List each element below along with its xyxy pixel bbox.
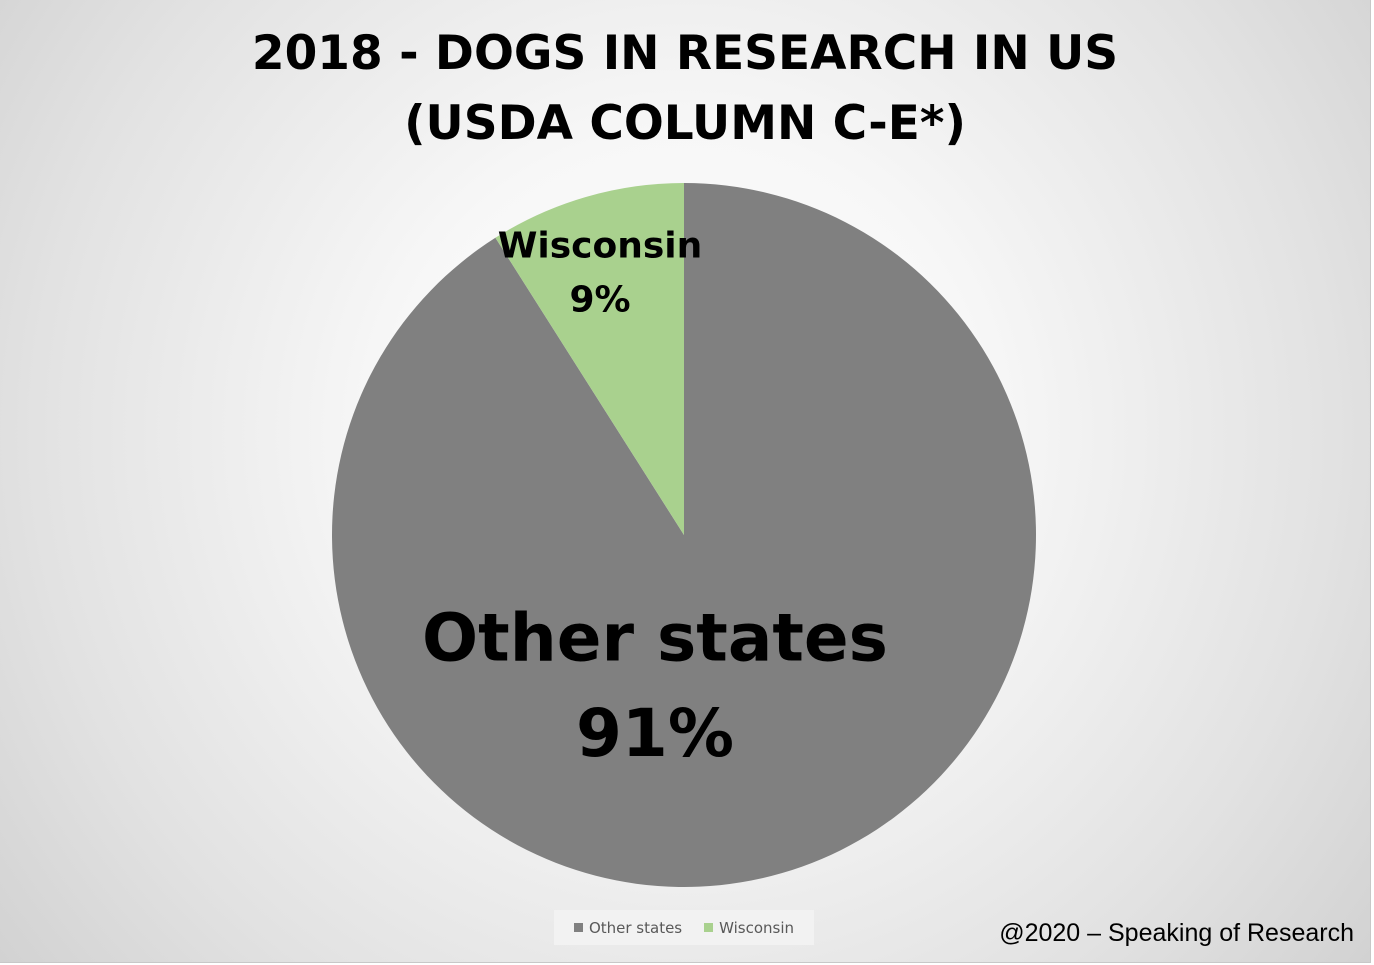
chart-title-line-2: (USDA COLUMN C-E*): [404, 96, 966, 151]
pie-slice-other-states: [331, 183, 1036, 888]
pie-slice-wisconsin: [495, 183, 684, 535]
legend-swatch-other-states: [573, 923, 583, 932]
legend: Other states Wisconsin: [554, 910, 814, 945]
data-label-wisconsin-name: Wisconsin: [498, 226, 703, 267]
data-label-other-states-value: 91%: [576, 695, 734, 772]
chart-title-line-1: 2018 - DOGS IN RESEARCH IN US: [251, 26, 1119, 81]
data-label-other-states-name: Other states: [422, 599, 888, 676]
data-label-wisconsin: Wisconsin 9%: [498, 226, 703, 321]
legend-label-wisconsin: Wisconsin: [719, 918, 795, 937]
legend-swatch-wisconsin: [704, 923, 714, 932]
legend-entry-other-states: Other states: [573, 918, 683, 937]
legend-entry-wisconsin: Wisconsin: [704, 919, 794, 937]
data-label-other-states: Other states 91%: [422, 599, 888, 772]
data-label-wisconsin-value: 9%: [569, 280, 630, 321]
legend-label-other-states: Other states: [588, 918, 683, 937]
copyright-credit: @2020 – Speaking of Research: [999, 919, 1354, 947]
